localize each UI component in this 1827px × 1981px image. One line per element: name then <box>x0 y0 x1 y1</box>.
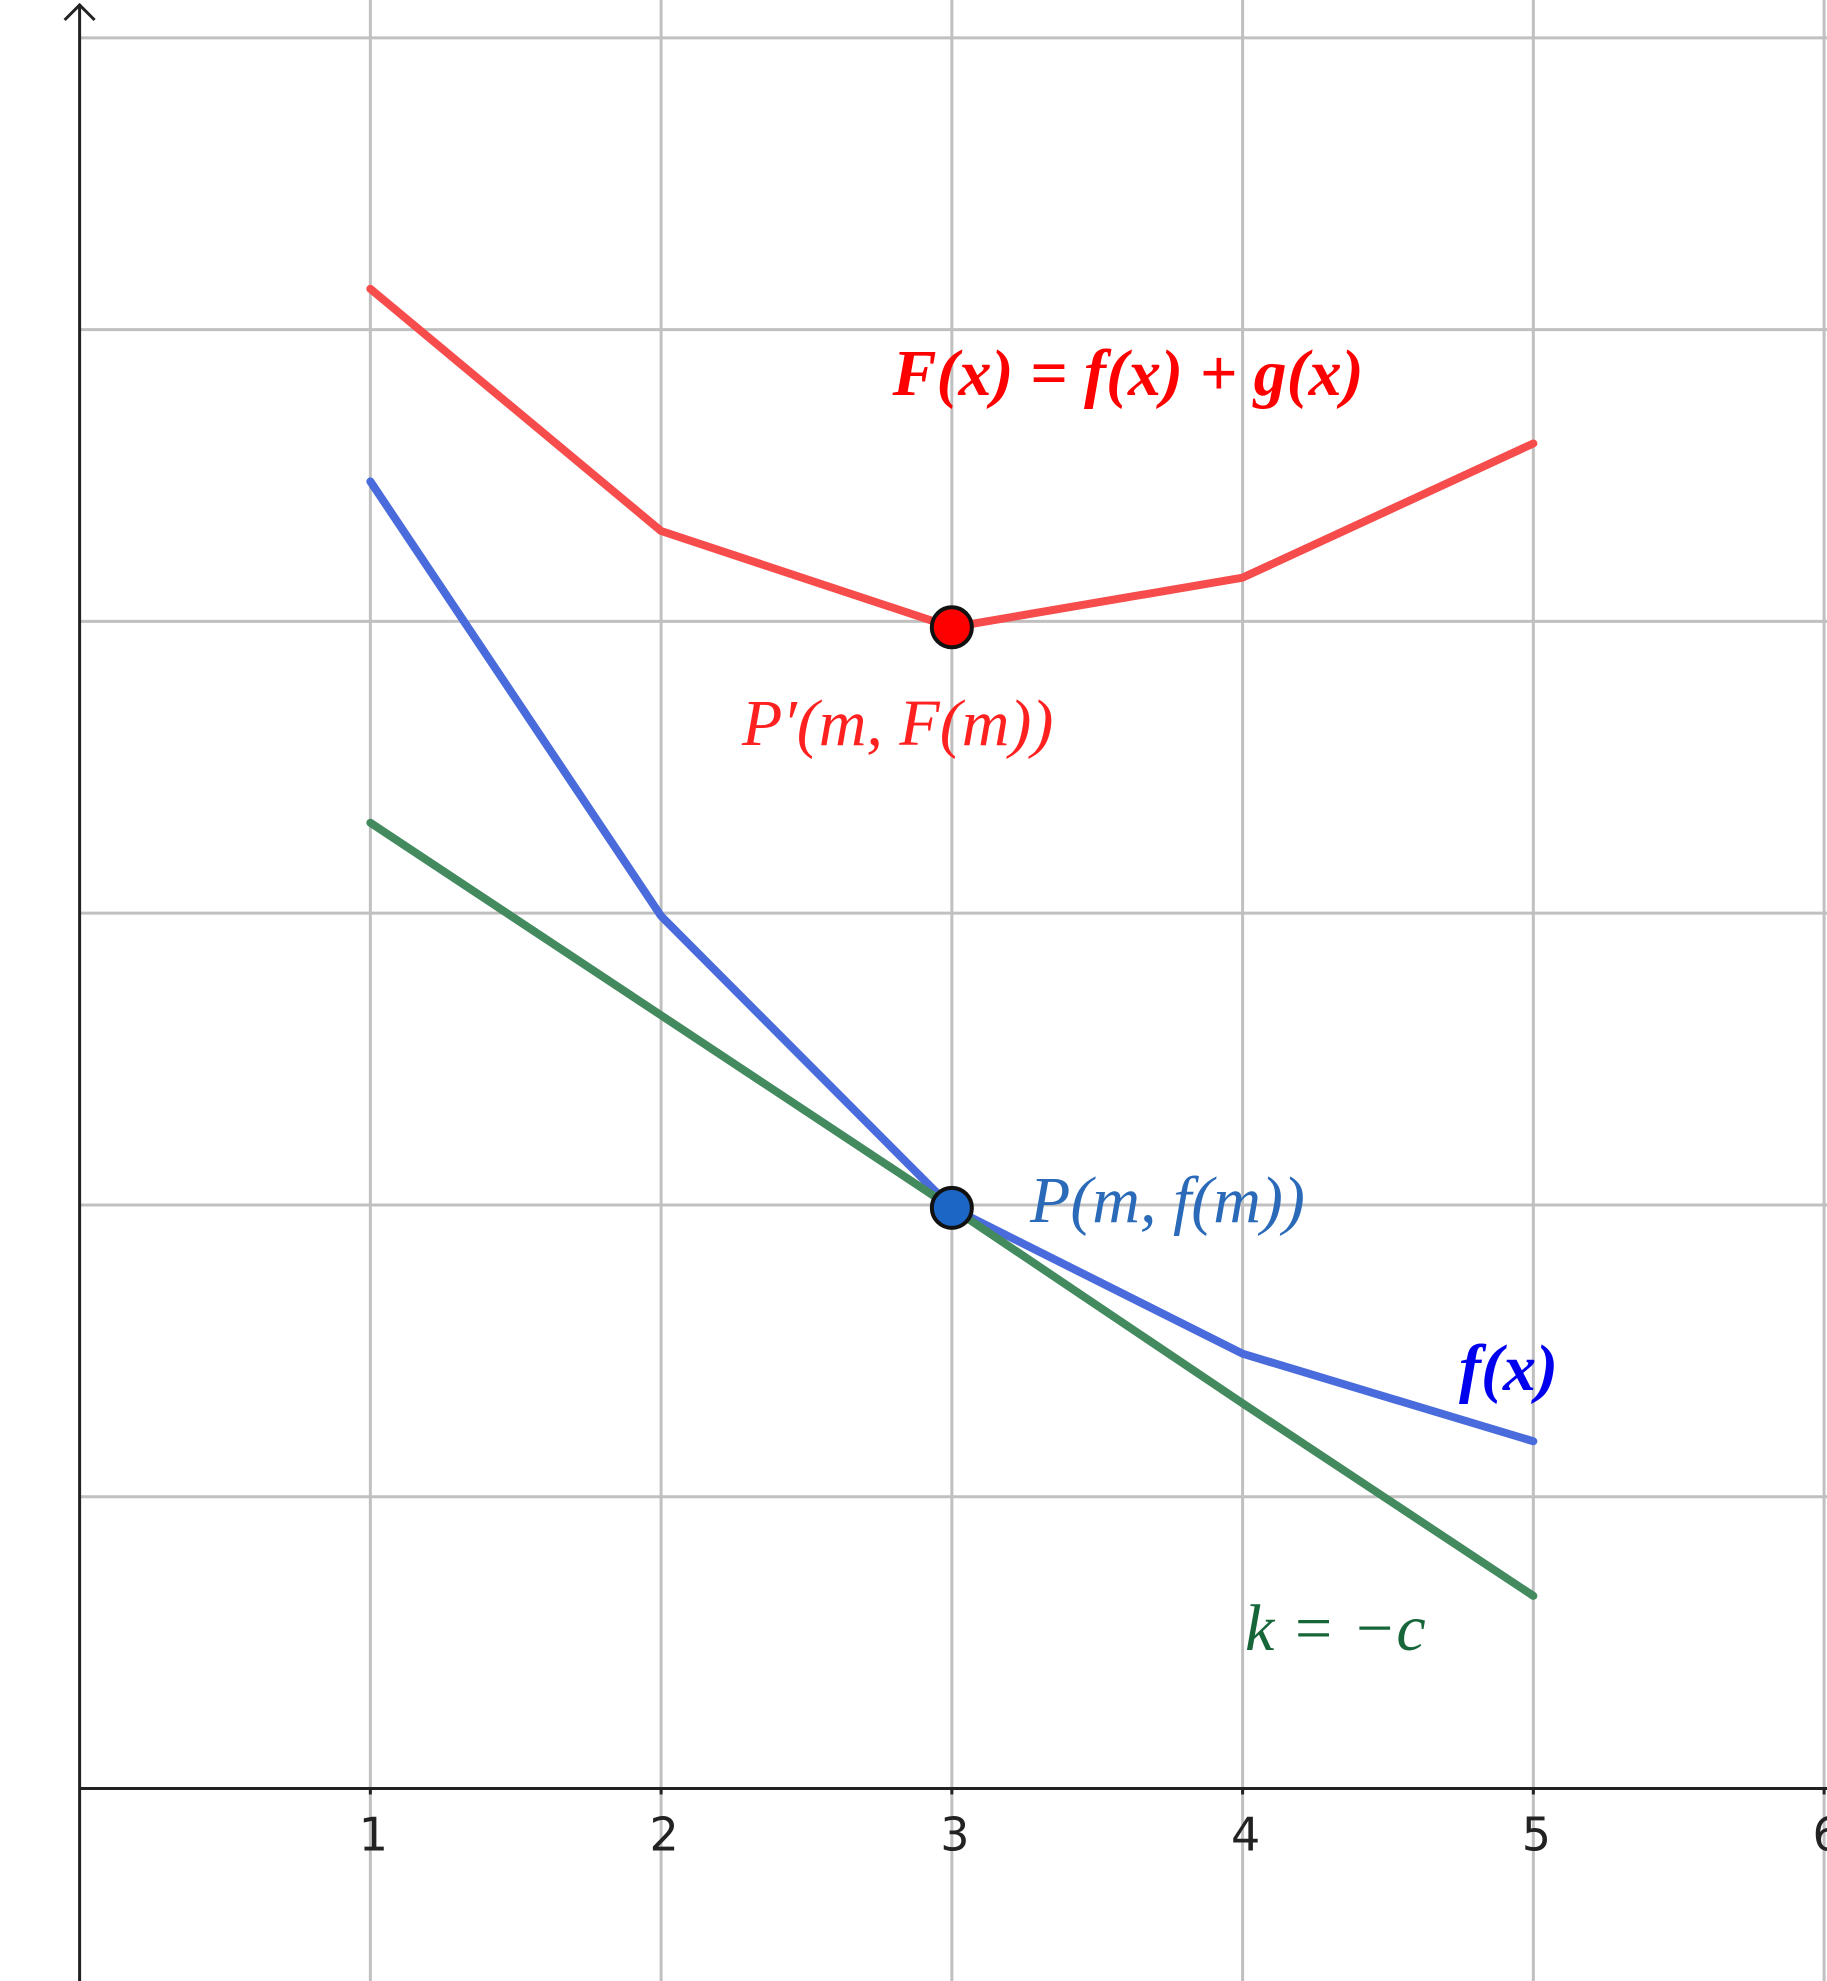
x-tick-label: 4 <box>1231 1807 1260 1861</box>
curve-label: F(x) = f(x) + g(x) <box>891 337 1363 410</box>
y-axis-arrow <box>63 2 96 22</box>
x-tick-label: 3 <box>940 1807 969 1861</box>
x-tick-label: 6 <box>1812 1807 1827 1861</box>
point <box>929 1185 974 1230</box>
x-tick-label: 5 <box>1522 1807 1551 1861</box>
point-label: P′(m, F(m)) <box>741 687 1053 760</box>
curve-label: f(x) <box>1459 1332 1558 1405</box>
point <box>929 605 974 650</box>
x-tick-label: 1 <box>359 1807 388 1861</box>
x-tick-label: 2 <box>649 1807 678 1861</box>
curve-label: k = −c <box>1245 1592 1426 1665</box>
point-label: P(m, f(m)) <box>1029 1164 1305 1237</box>
